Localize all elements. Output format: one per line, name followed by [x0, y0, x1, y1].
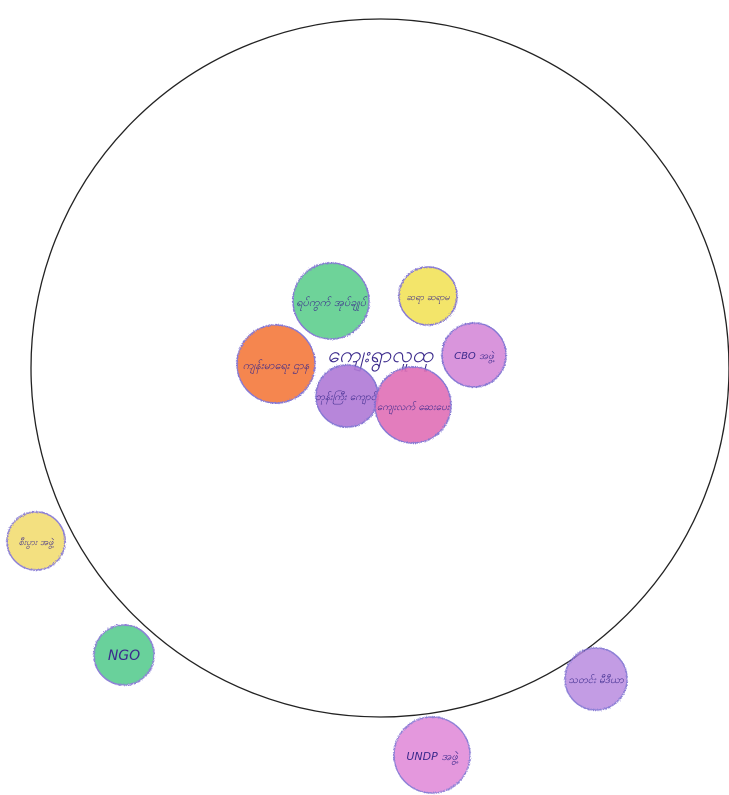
venn-circle-undp: UNDP အဖွဲ့ [393, 716, 471, 794]
venn-circle-business-label: စီးပွား အဖွဲ့ [19, 537, 55, 549]
venn-circle-health: ကျန်းမာရေး ဌာန [236, 324, 316, 404]
venn-circle-cbo: CBO အဖွဲ့ [441, 322, 507, 388]
venn-circle-clinic: ကျေးလက် ဆေးပေး [374, 366, 452, 444]
venn-circle-media-label: သတင်း မီဒီယာ [568, 674, 624, 686]
venn-circle-ngo: NGO [93, 624, 155, 686]
venn-circle-health-label: ကျန်းမာရေး ဌာန [243, 359, 310, 374]
venn-circle-teacher: ဆရာ ဆရာမ [398, 266, 458, 326]
venn-circle-business: စီးပွား အဖွဲ့ [6, 511, 66, 571]
venn-circle-monastery-label: ဘုန်းကြီး ကျောင်း [315, 390, 380, 405]
venn-circle-monastery: ဘုန်းကြီး ကျောင်း [315, 364, 380, 428]
venn-circle-undp-label: UNDP အဖွဲ့ [406, 750, 459, 765]
venn-circle-teacher-label: ဆရာ ဆရာမ [406, 293, 450, 304]
community-boundary-circle [30, 18, 729, 718]
venn-circle-clinic-label: ကျေးလက် ဆေးပေး [377, 401, 451, 415]
venn-circle-media: သတင်း မီဒီယာ [564, 647, 628, 711]
venn-circle-admin: ရပ်ကွက် အုပ်ချုပ် [292, 262, 370, 340]
venn-circle-cbo-label: CBO အဖွဲ့ [454, 350, 495, 364]
venn-circle-ngo-label: NGO [108, 648, 140, 664]
venn-circle-admin-label: ရပ်ကွက် အုပ်ချုပ် [296, 296, 367, 311]
